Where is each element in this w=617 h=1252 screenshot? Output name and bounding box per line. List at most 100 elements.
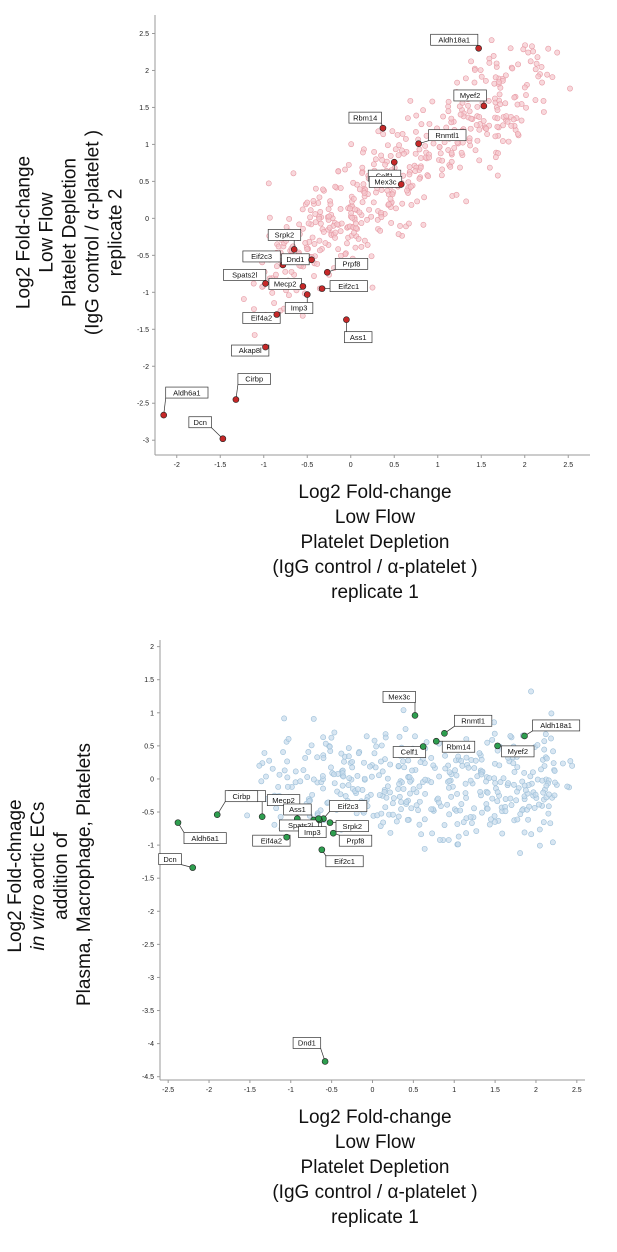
scatter-point [528, 831, 535, 838]
scatter-point [538, 766, 544, 773]
point-label: Dnd1 [286, 255, 304, 264]
scatter-point [346, 775, 353, 782]
scatter-point [463, 794, 469, 801]
scatter-point [545, 810, 552, 817]
scatter-point [360, 149, 366, 156]
scatter-point [352, 220, 359, 227]
scatter-point [305, 220, 312, 227]
scatter-point [356, 186, 363, 193]
scatter-point [328, 734, 335, 741]
scatter-point [476, 126, 483, 133]
scatter-point [534, 742, 541, 748]
scatter-point [342, 793, 349, 799]
scatter-point [384, 783, 391, 790]
scatter-point [326, 213, 332, 220]
scatter-point [548, 710, 555, 717]
x-tick-label: 0 [371, 1087, 375, 1094]
scatter-point [325, 206, 332, 213]
scatter-point [414, 198, 421, 205]
scatter-point [483, 125, 490, 132]
highlighted-point [343, 316, 350, 323]
label-box [329, 280, 368, 292]
scatter-point [436, 773, 443, 780]
scatter-point [407, 778, 414, 785]
scatter-point [304, 199, 311, 206]
scatter-point [446, 769, 453, 776]
scatter-point [448, 158, 455, 165]
scatter-point [447, 163, 454, 170]
scatter-point [361, 190, 368, 196]
scatter-point [491, 813, 498, 819]
scatter-point [393, 818, 400, 825]
label-box [231, 344, 270, 357]
scatter-point [361, 237, 368, 244]
scatter-point [405, 179, 412, 185]
scatter-point [413, 112, 420, 119]
scatter-point [338, 220, 345, 227]
scatter-point [517, 850, 523, 856]
x-tick-label: -1 [288, 1087, 294, 1094]
scatter-point [310, 715, 317, 722]
label-box [252, 834, 291, 847]
scatter-point [382, 161, 388, 168]
scatter-point [463, 198, 470, 205]
scatter-point [335, 168, 342, 175]
scatter-point [422, 790, 429, 797]
scatter-point [371, 737, 378, 744]
y-tick-label: -2.5 [142, 942, 154, 949]
scatter-point [467, 777, 474, 784]
scatter-point [474, 137, 481, 144]
y-tick-label: -3 [148, 975, 154, 982]
scatter-point [458, 801, 465, 807]
scatter-point [534, 54, 541, 61]
scatter-point [530, 769, 536, 776]
label-box [158, 853, 182, 865]
y-tick-label: 0.5 [139, 179, 149, 186]
scatter-point [502, 808, 509, 815]
y-tick-label: -4.5 [142, 1074, 154, 1081]
scatter-point [342, 166, 348, 173]
scatter-point [370, 161, 377, 168]
point-label: Mex3c [388, 693, 410, 702]
scatter-point [338, 750, 345, 757]
point-label: Mecp2 [274, 280, 297, 289]
scatter-point [500, 775, 507, 782]
scatter-point [471, 79, 478, 86]
scatter-point [269, 765, 276, 772]
scatter-point [540, 98, 547, 104]
scatter-point [533, 60, 540, 67]
scatter-point [436, 799, 442, 806]
highlighted-point [432, 737, 440, 745]
scatter-point [354, 772, 361, 779]
scatter-point [550, 760, 557, 767]
scatter-point [349, 764, 356, 771]
scatter-point [275, 783, 282, 790]
y-tick-label: -0.5 [137, 253, 149, 260]
highlighted-point [258, 813, 266, 820]
scatter-point [417, 759, 424, 766]
scatter-point [326, 224, 333, 231]
scatter-point [337, 228, 344, 235]
chart1-xlabel-line: Platelet Depletion [300, 532, 450, 553]
scatter-point [564, 783, 571, 790]
scatter-point [320, 229, 327, 235]
scatter-point [457, 164, 463, 171]
scatter-point [541, 763, 548, 769]
scatter-chart-bottom: 2 1.5 1 0.5 0 -0.5 -1 -1.5 -2 -2.5 -3 -3.5 -4 -4.5 -2.… [142, 640, 585, 1094]
chart1-xlabel: Log2 Fold-change Low Flow Platelet Deple… [230, 480, 520, 605]
scatter-point [507, 733, 514, 739]
scatter-point [425, 173, 432, 180]
x-tick-label: -2 [206, 1087, 212, 1094]
scatter-point [522, 787, 529, 794]
scatter-point [376, 772, 382, 779]
y-tick-label: 0.5 [144, 743, 154, 750]
label-box [292, 1037, 322, 1049]
scatter-point [492, 133, 499, 140]
scatter-point [251, 306, 257, 312]
scatter-point [448, 150, 455, 156]
scatter-point [494, 115, 501, 122]
scatter-point [518, 117, 525, 124]
scatter-point [505, 138, 512, 145]
scatter-point [514, 101, 521, 108]
scatter-point [290, 170, 297, 177]
